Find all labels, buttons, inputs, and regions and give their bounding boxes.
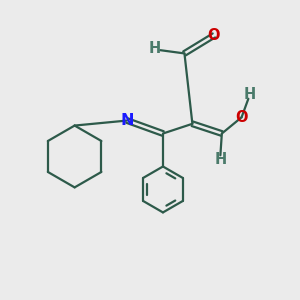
Text: H: H — [214, 152, 226, 167]
Text: N: N — [120, 113, 134, 128]
Text: O: O — [208, 28, 220, 43]
Text: O: O — [235, 110, 248, 125]
Text: H: H — [244, 87, 256, 102]
Text: H: H — [149, 41, 161, 56]
